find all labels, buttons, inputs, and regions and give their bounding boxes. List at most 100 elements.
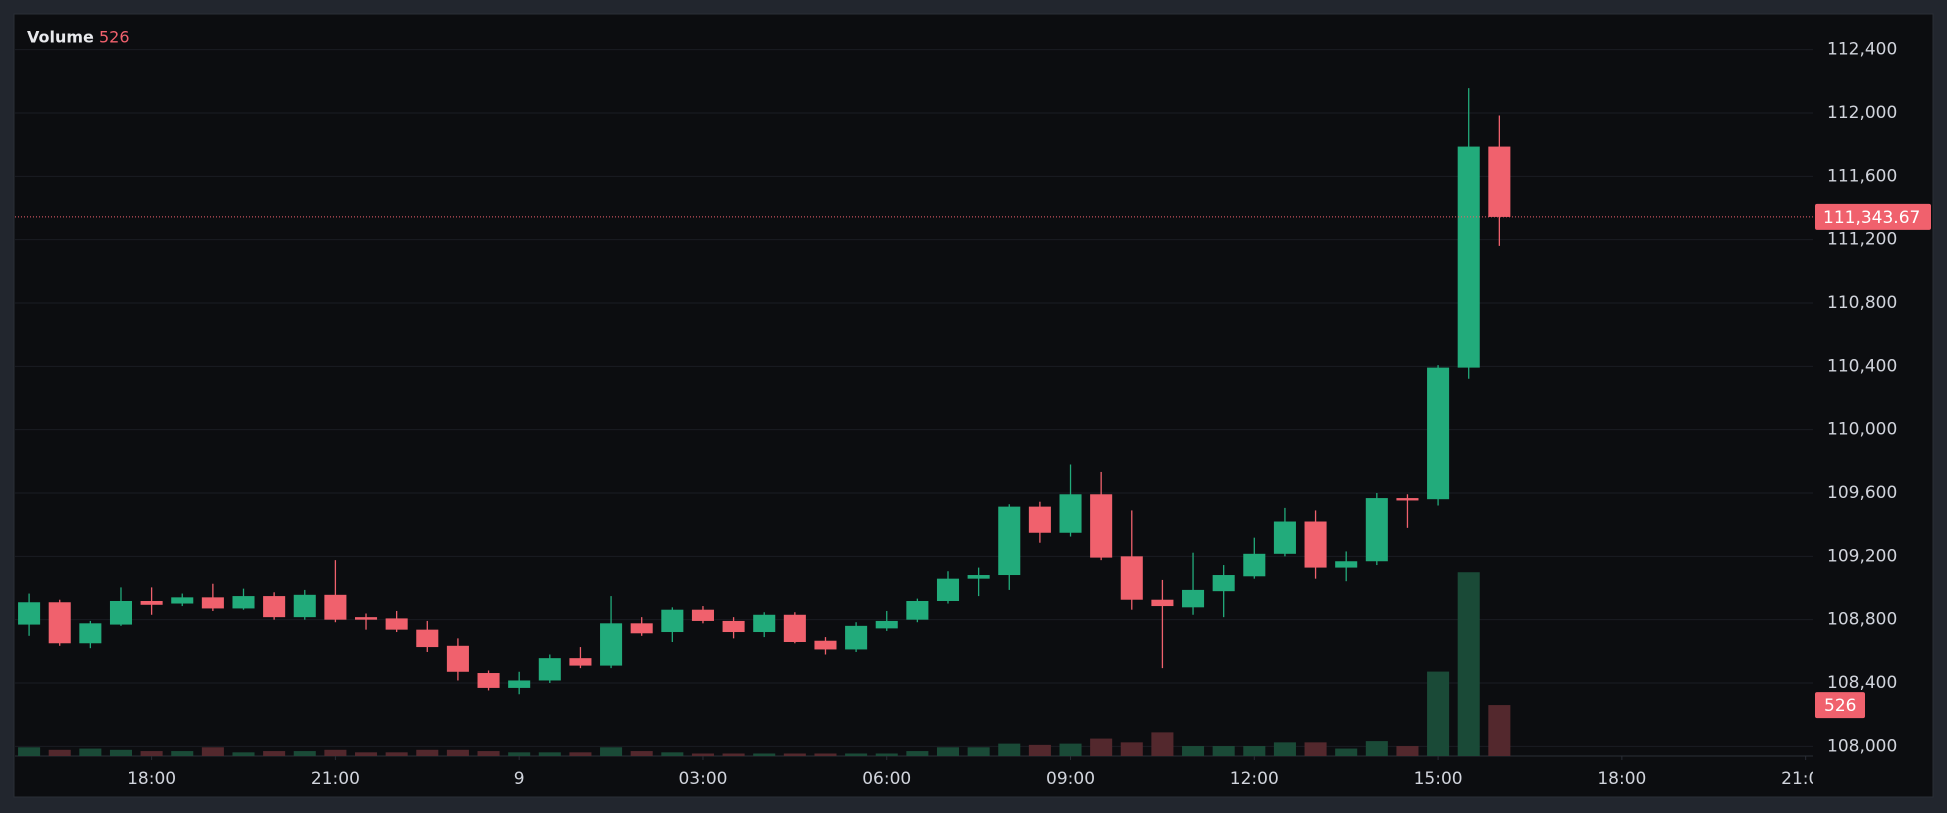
volume-bar: [1304, 742, 1327, 756]
y-tick-label: 109,600: [1827, 483, 1897, 503]
x-tick-label: 06:00: [862, 769, 911, 789]
candle-body: [845, 625, 868, 650]
legend-label: Volume: [27, 28, 94, 47]
candle-body: [48, 602, 71, 644]
volume-bar: [1243, 746, 1266, 756]
volume-bar: [814, 753, 837, 756]
volume-bar: [508, 752, 531, 756]
x-tick-label: 21:00: [311, 769, 360, 789]
x-tick-label: 18:00: [1597, 769, 1646, 789]
price-label: 111,343.67: [1823, 208, 1920, 228]
volume-label-box: [1815, 692, 1865, 719]
candle-body: [875, 620, 898, 629]
volume-bar: [232, 752, 255, 756]
x-tick-label: 15:00: [1414, 769, 1463, 789]
candle-body: [1212, 575, 1235, 592]
candle-body: [936, 578, 960, 601]
candle-body: [1488, 146, 1511, 217]
legend-value: 526: [99, 28, 130, 47]
x-tick-label: 03:00: [678, 769, 727, 789]
candle-body: [998, 506, 1021, 576]
candle-body: [140, 600, 163, 605]
volume-label: 526: [1824, 696, 1856, 716]
volume-bar: [1151, 732, 1174, 756]
x-tick-label: 9: [514, 769, 525, 789]
volume-bar: [18, 747, 41, 756]
volume-bar: [600, 747, 623, 756]
volume-bar: [753, 753, 776, 756]
price-label-box: [1815, 203, 1931, 230]
time-axis: 18:00 21:00 9 03:00 06:00 09:00 12:00 15:00 18:0…: [127, 756, 1830, 789]
x-tick-label: 21:00: [1781, 769, 1830, 789]
volume-bar: [875, 753, 898, 756]
candle-body: [109, 600, 133, 625]
candle-body: [814, 640, 837, 650]
candle-body: [722, 620, 745, 633]
candle-body: [569, 658, 592, 666]
candle-body: [538, 658, 561, 681]
candle-body: [293, 594, 316, 618]
volume-bar: [783, 753, 806, 756]
candle-body: [1335, 561, 1358, 568]
candle-body: [1182, 589, 1205, 608]
candle-body: [1151, 599, 1174, 607]
candle-body: [477, 673, 500, 688]
volume-bar: [845, 753, 868, 756]
candle-body: [1273, 521, 1296, 554]
volume-bar: [661, 752, 684, 756]
y-tick-label: 110,400: [1827, 356, 1897, 376]
x-tick-label: 12:00: [1230, 769, 1279, 789]
volume-bar: [1028, 744, 1051, 756]
candle-body: [385, 618, 408, 630]
chart-panel: [13, 13, 1934, 798]
volume-bar: [906, 751, 929, 756]
candle-body: [630, 623, 653, 634]
volume-bar: [109, 749, 133, 756]
volume-bar: [1090, 738, 1113, 756]
volume-bar: [477, 751, 500, 756]
y-tick-label: 108,400: [1827, 673, 1897, 693]
volume-bar: [416, 749, 439, 756]
candle-body: [1059, 494, 1082, 533]
volume-bar: [48, 749, 71, 756]
volume-bar: [630, 751, 653, 756]
volume-bar: [1120, 742, 1143, 756]
candle-body: [1243, 553, 1266, 577]
volume-bar: [1427, 671, 1450, 756]
x-tick-label: 18:00: [127, 769, 176, 789]
candle-body: [79, 623, 102, 644]
volume-bar: [354, 752, 378, 756]
volume-bars: [18, 572, 1511, 756]
y-tick-label: 112,000: [1827, 103, 1897, 123]
y-tick-label: 111,600: [1827, 166, 1897, 186]
candle-body: [1304, 521, 1327, 568]
candle-body: [446, 645, 469, 672]
candle-body: [1120, 556, 1143, 600]
volume-bar: [79, 748, 102, 756]
price-axis: 108,000 108,400 108,800 109,200 109,600 110,0…: [1827, 40, 1897, 757]
x-tick-label: 09:00: [1046, 769, 1095, 789]
y-tick-label: 111,200: [1827, 230, 1897, 250]
volume-bar: [1273, 742, 1296, 756]
volume-bar: [967, 747, 990, 756]
candle-body: [967, 575, 990, 579]
candle-body: [691, 609, 714, 621]
candle-body: [661, 609, 684, 633]
volume-bar: [538, 752, 561, 756]
candle-body: [906, 600, 929, 620]
candle-body: [1396, 498, 1419, 501]
volume-bar: [385, 752, 408, 756]
grid: [15, 49, 1813, 747]
candle-body: [232, 596, 255, 609]
candle-body: [354, 617, 378, 620]
volume-bar: [263, 751, 286, 756]
volume-bar: [446, 749, 469, 756]
volume-bar: [1059, 743, 1082, 756]
y-tick-label: 108,000: [1827, 736, 1897, 756]
candle-body: [753, 614, 776, 633]
candles: [18, 88, 1511, 695]
candle-body: [201, 597, 224, 609]
volume-bar: [1488, 705, 1511, 756]
